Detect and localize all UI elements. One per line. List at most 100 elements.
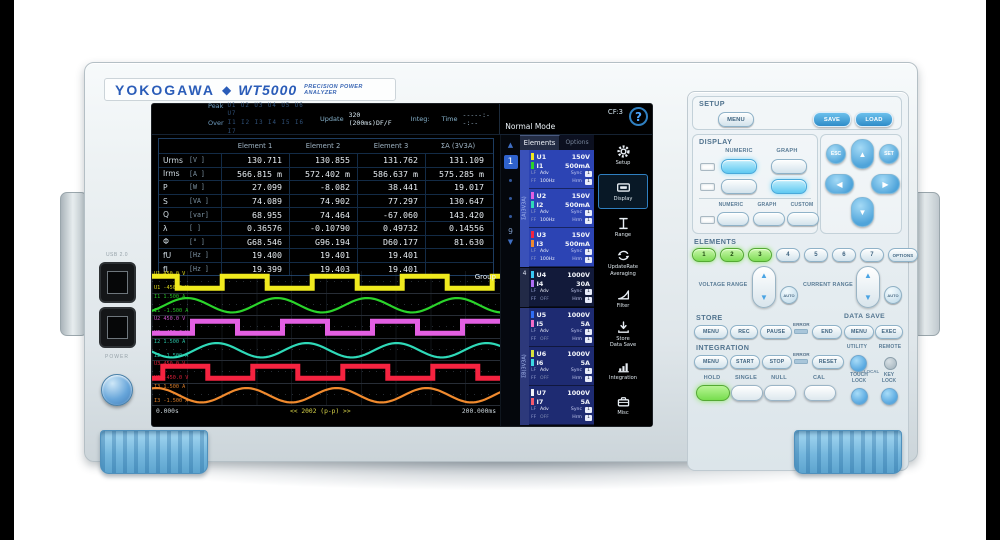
- page-up-icon[interactable]: ▲: [507, 141, 514, 149]
- null-button[interactable]: [764, 385, 796, 401]
- data-save-exec-button[interactable]: EXEC: [875, 325, 903, 339]
- display2-graph-button[interactable]: [771, 179, 807, 194]
- current-channel-line: I6 5A: [531, 359, 592, 367]
- page-dot: [509, 196, 512, 200]
- tab-elements[interactable]: Elements: [520, 135, 561, 150]
- voltage-range-rocker[interactable]: ▲ ▼: [752, 266, 776, 308]
- element-5-button[interactable]: 5: [804, 248, 828, 262]
- help-icon[interactable]: ?: [629, 107, 648, 126]
- table-row: Urms [V ] 130.711 130.855 131.762 131.109: [159, 153, 493, 167]
- integration-reset-button[interactable]: RESET: [812, 355, 844, 369]
- integration-menu-button[interactable]: MENU: [694, 355, 728, 369]
- element-groups: ΣA(3V3A) U1 150V I1 500mA LF Adv Sync 1 FF 100Hz Hr…: [520, 150, 594, 426]
- current-auto-button[interactable]: AUTO: [884, 286, 902, 304]
- row-function-name: fU: [163, 250, 172, 260]
- sync-source-box: 1: [585, 368, 592, 375]
- channel-color-bar: [531, 350, 534, 358]
- nav-left-button[interactable]: ◀: [825, 174, 854, 194]
- row-unit: [A ]: [189, 169, 205, 178]
- store-section: STORE MENU REC PAUSE ERROR END: [692, 313, 844, 341]
- voltage-channel-line: U6 1000V: [531, 350, 592, 358]
- model-name: WT5000: [238, 81, 298, 98]
- element-config-row[interactable]: U2 150V I2 500mA LF Adv Sync 1 FF 100Hz Hrm 1: [529, 189, 594, 228]
- touch-lock-button[interactable]: [851, 388, 868, 405]
- menu-item-range[interactable]: Range: [598, 210, 648, 245]
- menu-item-misc[interactable]: Misc: [598, 388, 648, 423]
- element-config-row[interactable]: U5 1000V I5 5A LF Adv Sync 1 FF OFF Hrm 1: [529, 308, 594, 347]
- freq-filter-row: FF OFF Hrm 1: [531, 297, 592, 304]
- custom-numeric-button[interactable]: [717, 212, 749, 226]
- store-menu-button[interactable]: MENU: [694, 325, 728, 339]
- menu-item-display[interactable]: Display: [598, 173, 648, 209]
- lf-label: LF: [531, 407, 537, 413]
- element-config-row[interactable]: U3 150V I3 500mA LF Adv Sync 1 FF 100Hz Hrm 1: [529, 228, 594, 267]
- ff-value: OFF: [540, 376, 549, 382]
- element-3-button[interactable]: 3: [748, 248, 772, 262]
- custom-graph-button[interactable]: [753, 212, 785, 226]
- usb-area: USB 2.0: [93, 252, 141, 348]
- utility-button[interactable]: [850, 355, 867, 372]
- nav-right-button[interactable]: ▶: [871, 174, 900, 194]
- menu-item-store-data-save[interactable]: Store Data Save: [598, 317, 648, 352]
- display1-numeric-button[interactable]: [721, 159, 757, 174]
- element-7-button[interactable]: 7: [860, 248, 884, 262]
- save-button[interactable]: SAVE: [813, 112, 851, 127]
- setup-menu-button[interactable]: MENU: [718, 112, 754, 127]
- cal-button[interactable]: [804, 385, 836, 401]
- menu-item-integration[interactable]: Integration: [598, 353, 648, 388]
- single-button[interactable]: [731, 385, 763, 401]
- element-config-row[interactable]: U1 150V I1 500mA LF Adv Sync 1 FF 100Hz Hrm 1: [529, 150, 594, 189]
- load-button[interactable]: LOAD: [855, 112, 893, 127]
- integ-label: Integ:: [410, 115, 430, 123]
- measurement-value: 19.017: [425, 181, 491, 194]
- element-1-button[interactable]: 1: [692, 248, 716, 262]
- menu-item-setup[interactable]: Setup: [598, 138, 648, 173]
- current-up-icon[interactable]: ▲: [864, 271, 872, 280]
- row-unit: [Hz ]: [189, 265, 209, 274]
- element-config-row[interactable]: U6 1000V I6 5A LF Adv Sync 1 FF OFF Hrm 1: [529, 347, 594, 386]
- menu-item-filter[interactable]: Filter: [598, 281, 648, 316]
- power-button[interactable]: [101, 374, 133, 406]
- element-2-button[interactable]: 2: [720, 248, 744, 262]
- element-6-button[interactable]: 6: [832, 248, 856, 262]
- integration-start-button[interactable]: START: [730, 355, 760, 369]
- esc-button[interactable]: ESC: [826, 144, 846, 164]
- table-row: λ [ ] 0.36576 -0.10790 0.49732 0.14556: [159, 220, 493, 235]
- key-lock-button[interactable]: [881, 388, 898, 405]
- menu-item-update-rate-averaging[interactable]: UpdateRate Averaging: [598, 245, 648, 280]
- data-save-menu-button[interactable]: MENU: [844, 325, 874, 339]
- current-page[interactable]: 1: [503, 155, 518, 169]
- voltage-auto-button[interactable]: AUTO: [780, 286, 798, 304]
- waveform-group-label: Group: [474, 273, 496, 281]
- set-button[interactable]: SET: [879, 144, 899, 164]
- page-down-icon[interactable]: ▼: [507, 238, 514, 246]
- store-rec-button[interactable]: REC: [730, 325, 758, 339]
- cal-label: CAL: [812, 375, 826, 381]
- store-pause-button[interactable]: PAUSE: [760, 325, 792, 339]
- lf-value: Adv: [540, 329, 549, 335]
- sync-label: Sync: [570, 407, 582, 413]
- hold-button[interactable]: [696, 385, 730, 401]
- current-range-rocker[interactable]: ▲ ▼: [856, 266, 880, 308]
- display1-graph-button[interactable]: [771, 159, 807, 174]
- axis-center: << 2002 (p-p) >>: [289, 408, 351, 415]
- ff-value: 100Hz: [540, 257, 555, 263]
- tab-options[interactable]: Options: [560, 135, 594, 150]
- display2-numeric-button[interactable]: [721, 179, 757, 194]
- custom-custom-button[interactable]: [787, 212, 819, 226]
- measurement-value: -8.082: [289, 181, 357, 194]
- current-down-icon[interactable]: ▼: [864, 293, 872, 302]
- touch-lock-label: TOUCH LOCK: [850, 372, 868, 384]
- freq-filter-row: FF OFF Hrm 1: [531, 337, 592, 344]
- element-options-button[interactable]: OPTIONS: [888, 248, 918, 262]
- nav-down-button[interactable]: ▼: [851, 197, 874, 227]
- integration-stop-button[interactable]: STOP: [762, 355, 792, 369]
- voltage-down-icon[interactable]: ▼: [760, 293, 768, 302]
- nav-up-button[interactable]: ▲: [851, 139, 874, 169]
- store-end-button[interactable]: END: [812, 325, 842, 339]
- measurement-value: 130.711: [221, 154, 289, 167]
- voltage-up-icon[interactable]: ▲: [760, 271, 768, 280]
- element-config-row[interactable]: U4 1000V I4 30A LF Adv Sync 1 FF OFF Hrm 1: [529, 268, 594, 307]
- element-4-button[interactable]: 4: [776, 248, 800, 262]
- element-config-row[interactable]: U7 1000V I7 5A LF Adv Sync 1 FF OFF Hrm 1: [529, 386, 594, 425]
